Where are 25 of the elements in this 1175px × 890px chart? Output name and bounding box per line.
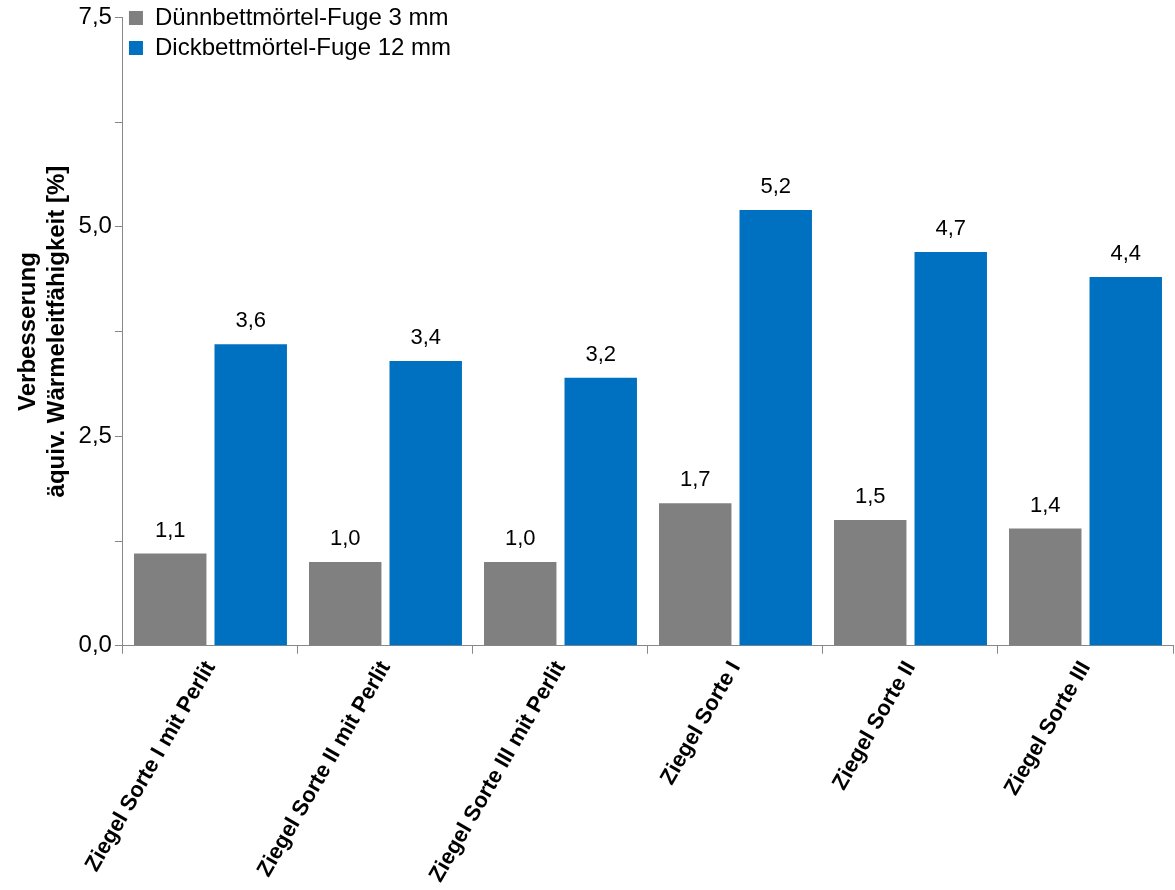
bar [214, 344, 287, 646]
y-tick-label: 5,0 [78, 211, 112, 239]
legend-label: Dünnbettmörtel-Fuge 3 mm [154, 2, 449, 30]
data-label: 4,4 [1110, 240, 1142, 266]
data-label: 1,5 [854, 483, 886, 509]
bar [564, 377, 637, 646]
y-tick-label: 0,0 [78, 630, 112, 658]
data-label: 1,0 [329, 525, 361, 551]
legend-label: Dickbettmörtel-Fuge 12 mm [154, 32, 452, 60]
bar [739, 210, 812, 646]
data-label: 1,0 [504, 525, 536, 551]
data-label: 1,7 [679, 466, 711, 492]
bar [1089, 277, 1162, 646]
data-label: 3,6 [235, 307, 267, 333]
data-label: 5,2 [760, 173, 792, 199]
bar [914, 251, 987, 646]
data-label: 4,7 [935, 215, 967, 241]
data-label: 1,4 [1029, 491, 1061, 517]
bar [389, 360, 462, 646]
y-axis-title: Verbesserung äquiv. Wärmeleitfähigkeit [%] [13, 165, 69, 498]
data-label: 3,2 [585, 340, 617, 366]
y-tick-label: 2,5 [78, 420, 112, 448]
data-label: 3,4 [410, 323, 442, 349]
y-tick-label: 7,5 [78, 2, 112, 30]
data-label: 1,1 [154, 516, 186, 542]
